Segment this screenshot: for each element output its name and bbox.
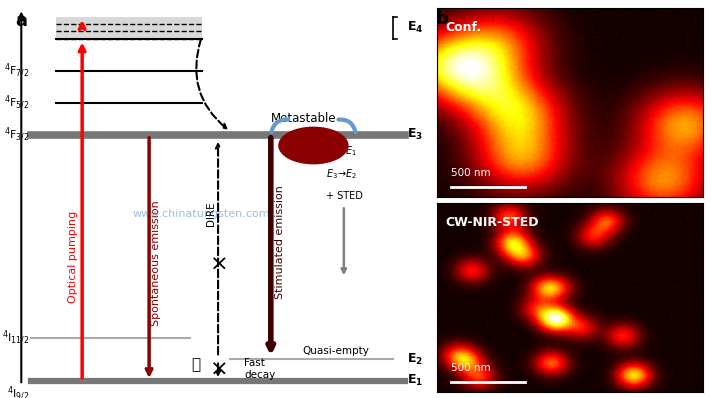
Text: Quasi-empty: Quasi-empty [302,346,369,356]
Text: $\mathbf{E_1}$: $\mathbf{E_1}$ [407,373,423,388]
Text: Fast
decay: Fast decay [244,358,275,380]
Text: CW-NIR-STED: CW-NIR-STED [446,216,539,228]
Text: $^4$F$_{7/2}$: $^4$F$_{7/2}$ [4,61,29,80]
Text: a: a [16,12,28,30]
Text: $^4$I$_{9/2}$: $^4$I$_{9/2}$ [7,384,29,398]
Text: $\times$: $\times$ [209,253,227,273]
Text: + STED: + STED [326,191,363,201]
Text: $^4$I$_{11/2}$: $^4$I$_{11/2}$ [2,329,29,347]
Bar [56,17,202,39]
Text: www.chinatungsten.com: www.chinatungsten.com [133,209,271,219]
Text: Conf.: Conf. [446,21,481,33]
Text: 500 nm: 500 nm [452,363,491,373]
Text: DIRE: DIRE [206,202,216,226]
Text: $^4$F$_{5/2}$: $^4$F$_{5/2}$ [4,94,29,112]
Text: $\mathbf{E_3}$: $\mathbf{E_3}$ [407,127,422,142]
Text: $\mathbf{E_4}$: $\mathbf{E_4}$ [407,20,423,35]
Text: $^4$F$_{3/2}$: $^4$F$_{3/2}$ [4,125,29,144]
Text: $E_3\!\rightarrow\!E_2$: $E_3\!\rightarrow\!E_2$ [326,168,357,181]
Circle shape [279,127,348,164]
Text: $\times$: $\times$ [209,359,227,379]
Text: 🔥: 🔥 [191,357,200,373]
Text: Metastable: Metastable [271,112,336,125]
Text: 500 nm: 500 nm [452,168,491,178]
Text: Spontaneous emission: Spontaneous emission [151,200,161,326]
Text: $E_3\!\rightarrow\!E_1$: $E_3\!\rightarrow\!E_1$ [326,144,357,158]
Text: Stimulated emission: Stimulated emission [275,185,285,299]
Text: b: b [435,10,448,28]
Text: Optical pumping: Optical pumping [68,211,78,303]
Text: $\mathbf{E_2}$: $\mathbf{E_2}$ [407,352,422,367]
